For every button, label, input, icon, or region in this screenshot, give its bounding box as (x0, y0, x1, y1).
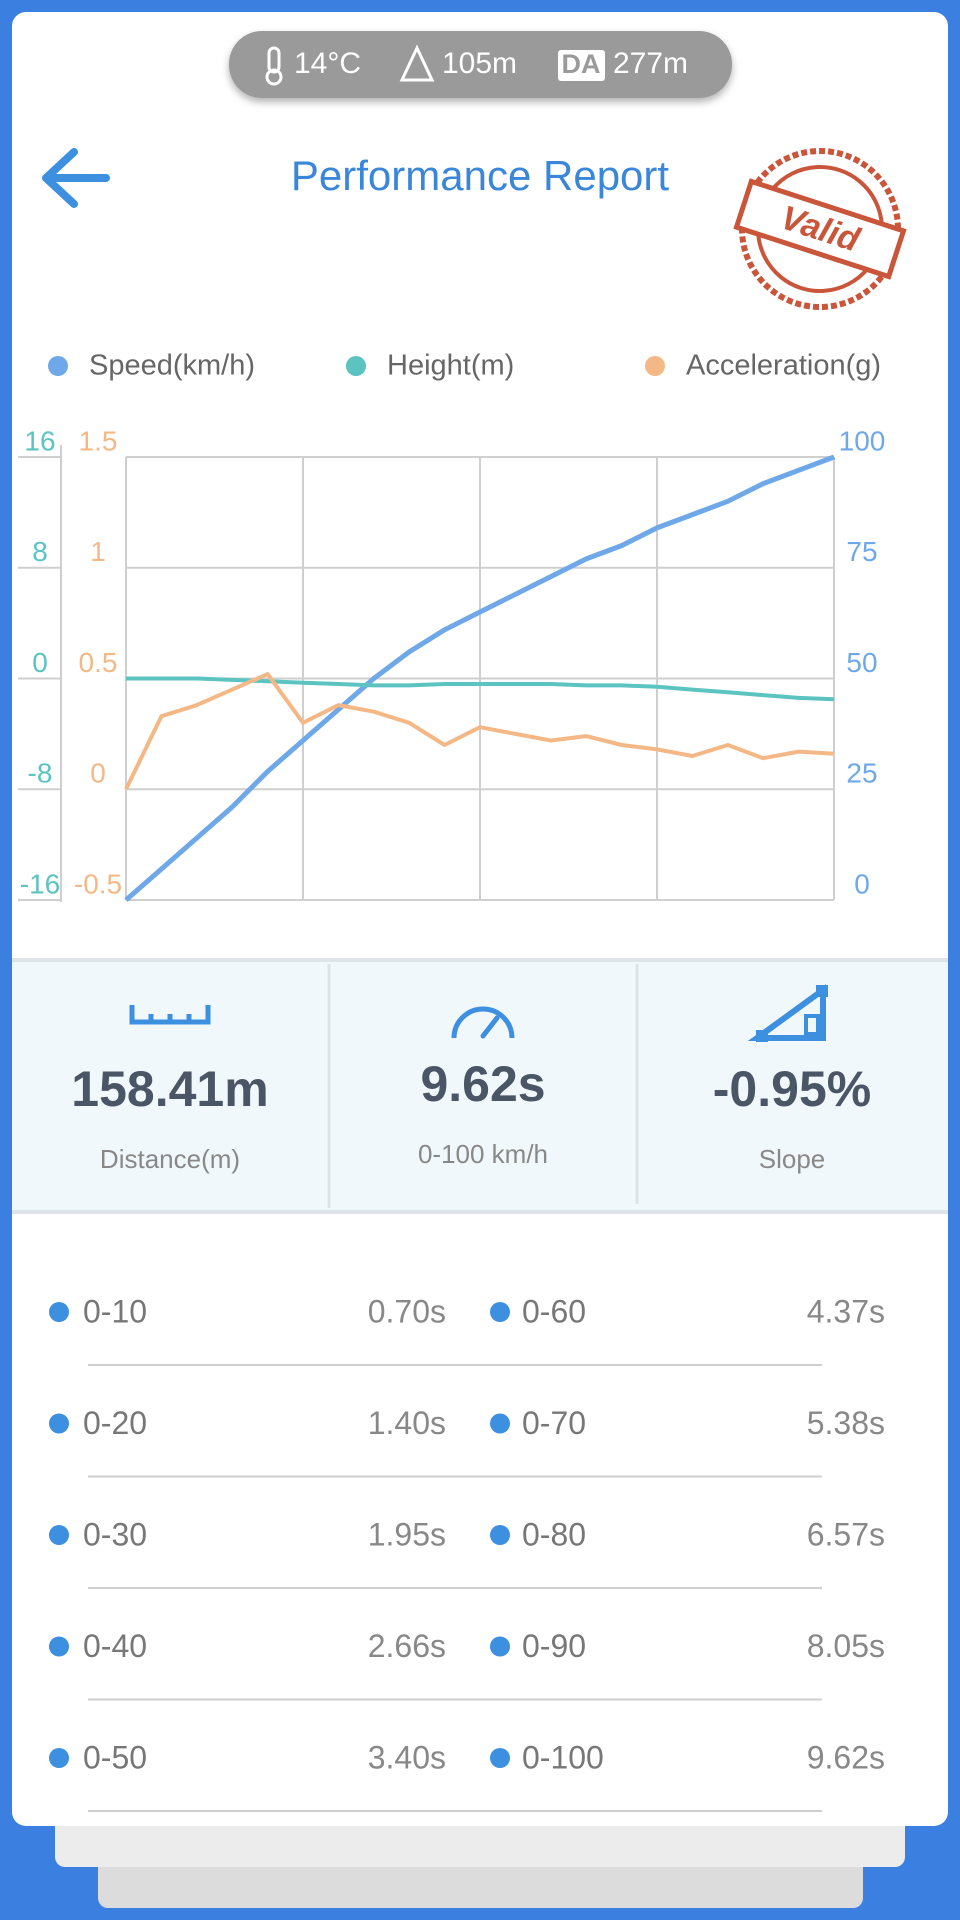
tick-label: 8 (32, 536, 48, 567)
tick-label: -0.5 (74, 868, 122, 899)
split-dot (490, 1413, 510, 1434)
tick-label: 25 (846, 758, 877, 789)
legend-label: Height(m) (387, 350, 514, 382)
page-title: Performance Report (291, 152, 669, 199)
split-label: 0-70 (522, 1405, 586, 1441)
chart: 0 25 50 75 100 -16 -8 0 8 16 -0.5 0 0.5 1 1.5 Speed(km/… (18, 350, 885, 902)
split-dot (49, 1302, 69, 1322)
temperature: 14°C (294, 47, 361, 80)
split-label: 0-80 (522, 1516, 586, 1552)
series-line (124, 672, 835, 791)
thermometer-icon (265, 46, 283, 86)
split-time: 1.40s (368, 1405, 446, 1441)
stat-label: Slope (759, 1144, 826, 1174)
stat-value: -0.95% (713, 1061, 871, 1117)
split-time: 9.62s (807, 1739, 885, 1775)
series-line (126, 676, 835, 702)
split-label: 0-100 (522, 1739, 604, 1775)
altitude: 105m (442, 47, 517, 80)
split-label: 0-50 (83, 1739, 147, 1775)
split-time: 5.38s (807, 1405, 885, 1441)
split-time: 8.05s (807, 1628, 885, 1664)
tick-label: 100 (839, 425, 886, 456)
split-dot (490, 1525, 510, 1545)
split-dot (49, 1525, 69, 1545)
legend-label: Acceleration(g) (686, 350, 881, 382)
split-label: 0-20 (83, 1405, 147, 1441)
stat-value: 158.41m (71, 1061, 268, 1117)
legend-dot (346, 356, 366, 376)
split-dot (49, 1413, 69, 1434)
split-dot (490, 1302, 510, 1322)
da-badge (558, 50, 605, 81)
density-altitude: 277m (613, 47, 688, 80)
legend-dot (48, 356, 68, 376)
stat-value: 9.62s (420, 1056, 545, 1112)
split-time: 3.40s (368, 1739, 446, 1775)
da-label: DA (562, 49, 601, 79)
tick-label: 50 (846, 647, 877, 678)
legend-dot (645, 356, 665, 376)
back-button[interactable] (42, 148, 110, 208)
split-dot (49, 1748, 69, 1768)
tick-label: 0.5 (79, 647, 118, 678)
legend-label: Speed(km/h) (89, 350, 255, 382)
split-label: 0-30 (83, 1516, 147, 1552)
tick-label: 0 (854, 868, 870, 899)
tick-label: 0 (32, 647, 48, 678)
mountain-icon (399, 44, 435, 82)
split-time: 1.95s (368, 1516, 446, 1552)
tick-label: -16 (20, 868, 60, 899)
split-dot (490, 1748, 510, 1768)
split-time: 4.37s (807, 1293, 885, 1329)
valid-stamp: Valid (733, 148, 907, 310)
tick-label: -8 (28, 758, 53, 789)
split-dot (490, 1636, 510, 1657)
split-time: 2.66s (368, 1628, 446, 1664)
status-pill (229, 31, 732, 98)
split-time: 0.70s (368, 1293, 446, 1329)
split-label: 0-40 (83, 1628, 147, 1664)
split-label: 0-10 (83, 1293, 147, 1329)
split-dot (49, 1636, 69, 1657)
stats-panel (12, 960, 948, 1212)
card (12, 12, 948, 1826)
split-time: 6.57s (807, 1516, 885, 1552)
tick-label: 0 (90, 758, 106, 789)
split-label: 0-60 (522, 1293, 586, 1329)
tick-label: 1.5 (79, 425, 118, 456)
tick-label: 1 (90, 536, 106, 567)
stat-label: Distance(m) (100, 1144, 240, 1174)
stat-label: 0-100 km/h (418, 1139, 548, 1169)
tick-label: 16 (24, 425, 55, 456)
series-line (124, 454, 835, 902)
ruler-icon (129, 1005, 211, 1025)
split-label: 0-90 (522, 1628, 586, 1664)
slope-icon (747, 984, 828, 1042)
gauge-icon (451, 1006, 515, 1039)
tick-label: 75 (846, 536, 877, 567)
